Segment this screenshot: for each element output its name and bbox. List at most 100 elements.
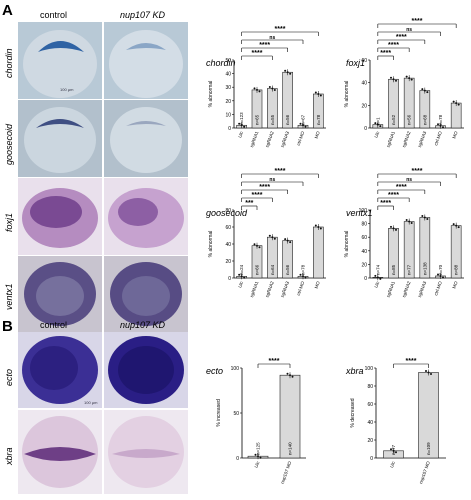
- data-point: [253, 87, 256, 90]
- y-tick-label: 100: [365, 366, 374, 372]
- data-point: [442, 276, 444, 279]
- n-label: n=140: [288, 442, 293, 455]
- data-point: [423, 89, 426, 92]
- significance-label: ****: [275, 26, 286, 33]
- n-label: n=77: [407, 264, 412, 275]
- n-label: n=78: [301, 264, 306, 275]
- n-label: n=66: [255, 264, 260, 275]
- data-point: [408, 220, 411, 223]
- data-point: [425, 370, 427, 372]
- panel-a-control-header: control: [40, 10, 68, 20]
- data-point: [392, 449, 395, 452]
- significance-label: ns: [406, 177, 412, 183]
- n-label: n=56: [285, 114, 290, 125]
- data-point: [256, 244, 258, 247]
- data-point: [410, 222, 413, 225]
- xbra-control-image: [18, 410, 102, 494]
- y-tick-label: 40: [361, 249, 367, 255]
- data-point: [258, 246, 261, 249]
- data-point: [427, 371, 430, 374]
- significance-label: ****: [412, 168, 423, 175]
- data-point: [302, 275, 304, 278]
- x-tick-label: Uic: [237, 280, 244, 289]
- y-tick-label: 20: [367, 438, 373, 444]
- y-tick-label: 80: [225, 208, 231, 214]
- data-point: [299, 273, 302, 276]
- y-tick-label: 20: [225, 259, 231, 265]
- data-point: [314, 91, 317, 94]
- data-point: [314, 224, 317, 227]
- n-label: n=85: [391, 264, 396, 275]
- chart-goosecoid: goosecoid % abnormal 0 20 40 60 80 n=24 Uic n=66 s…: [206, 168, 326, 298]
- panel-a-kd-header: nup107 KD: [120, 10, 166, 20]
- x-tick-label: sgRNA2: [401, 130, 412, 148]
- data-point: [410, 78, 413, 81]
- data-point: [271, 236, 274, 239]
- n-label: n=88: [454, 264, 459, 275]
- data-point: [289, 241, 292, 244]
- chart-ecto: ecto % increased 0 50 100 n=125 Uic n=140 nup107…: [206, 358, 306, 484]
- x-tick-label: MO: [314, 130, 321, 139]
- x-tick-label: ctrl-MO: [296, 130, 306, 146]
- y-tick-label: 60: [367, 402, 373, 408]
- y-tick-label: 40: [367, 420, 373, 426]
- panel-b-kd-header: nup107 KD: [120, 320, 166, 330]
- y-tick-label: 0: [236, 456, 239, 462]
- y-axis-label: % increased: [216, 399, 222, 427]
- significance-label: ns: [269, 35, 275, 41]
- data-point: [392, 227, 395, 230]
- chart-title: foxj1: [346, 58, 365, 68]
- row-label-foxj1: foxj1: [4, 212, 14, 232]
- significance-label: ****: [412, 18, 423, 25]
- n-label: n=68: [422, 114, 427, 125]
- y-tick-label: 30: [225, 85, 231, 91]
- y-axis-label: % decreased: [350, 398, 356, 427]
- y-tick-label: 20: [361, 262, 367, 268]
- data-point: [455, 102, 458, 105]
- data-point: [437, 273, 439, 276]
- chart-xbra: xbra % decreased 0 20 40 60 80 100 n=77 Uic n=109 n…: [345, 358, 446, 484]
- chordin-control-image: [18, 22, 102, 99]
- data-point: [240, 124, 243, 127]
- chart-title: chordin: [206, 58, 236, 68]
- x-tick-label: nup107 MO: [418, 460, 431, 484]
- data-point: [304, 276, 307, 279]
- data-point: [240, 275, 243, 278]
- x-tick-label: sgRNA1: [386, 130, 397, 148]
- row-label-goosecoid: goosecoid: [4, 123, 14, 165]
- data-point: [268, 86, 271, 89]
- x-tick-label: MO: [451, 130, 458, 139]
- chordin-kd-image: [104, 22, 188, 99]
- panel-b-letter: B: [2, 318, 13, 335]
- y-tick-label: 0: [370, 456, 373, 462]
- significance-label: ****: [406, 358, 417, 365]
- data-point: [376, 276, 379, 279]
- data-point: [289, 72, 292, 75]
- data-point: [439, 124, 442, 127]
- significance-label: ****: [275, 168, 286, 175]
- data-point: [284, 238, 287, 241]
- data-point: [430, 373, 432, 375]
- data-point: [405, 75, 408, 78]
- data-point: [390, 225, 392, 228]
- scale-bar-label-b: 100 µm: [84, 400, 98, 405]
- data-point: [286, 239, 289, 242]
- n-label: n=77: [391, 444, 396, 455]
- data-point: [423, 216, 426, 219]
- data-point: [256, 88, 258, 91]
- data-point: [437, 123, 439, 126]
- ecto-kd-image: [104, 332, 188, 408]
- x-tick-label: sgRNA3: [417, 280, 428, 298]
- ventx1-control-image: [18, 256, 102, 333]
- panel-a-letter: A: [2, 2, 13, 19]
- chart-chordin: chordin % abnormal 0 10 20 30 40 50 n=123 Uic n=65…: [206, 26, 326, 148]
- y-tick-label: 60: [225, 225, 231, 231]
- y-axis-label: % abnormal: [208, 231, 214, 258]
- data-point: [390, 448, 392, 451]
- data-point: [317, 226, 320, 228]
- significance-label: ****: [252, 50, 263, 57]
- chart-title: xbra: [345, 366, 364, 376]
- data-point: [421, 214, 424, 217]
- data-point: [238, 122, 241, 125]
- n-label: n=125: [256, 442, 261, 455]
